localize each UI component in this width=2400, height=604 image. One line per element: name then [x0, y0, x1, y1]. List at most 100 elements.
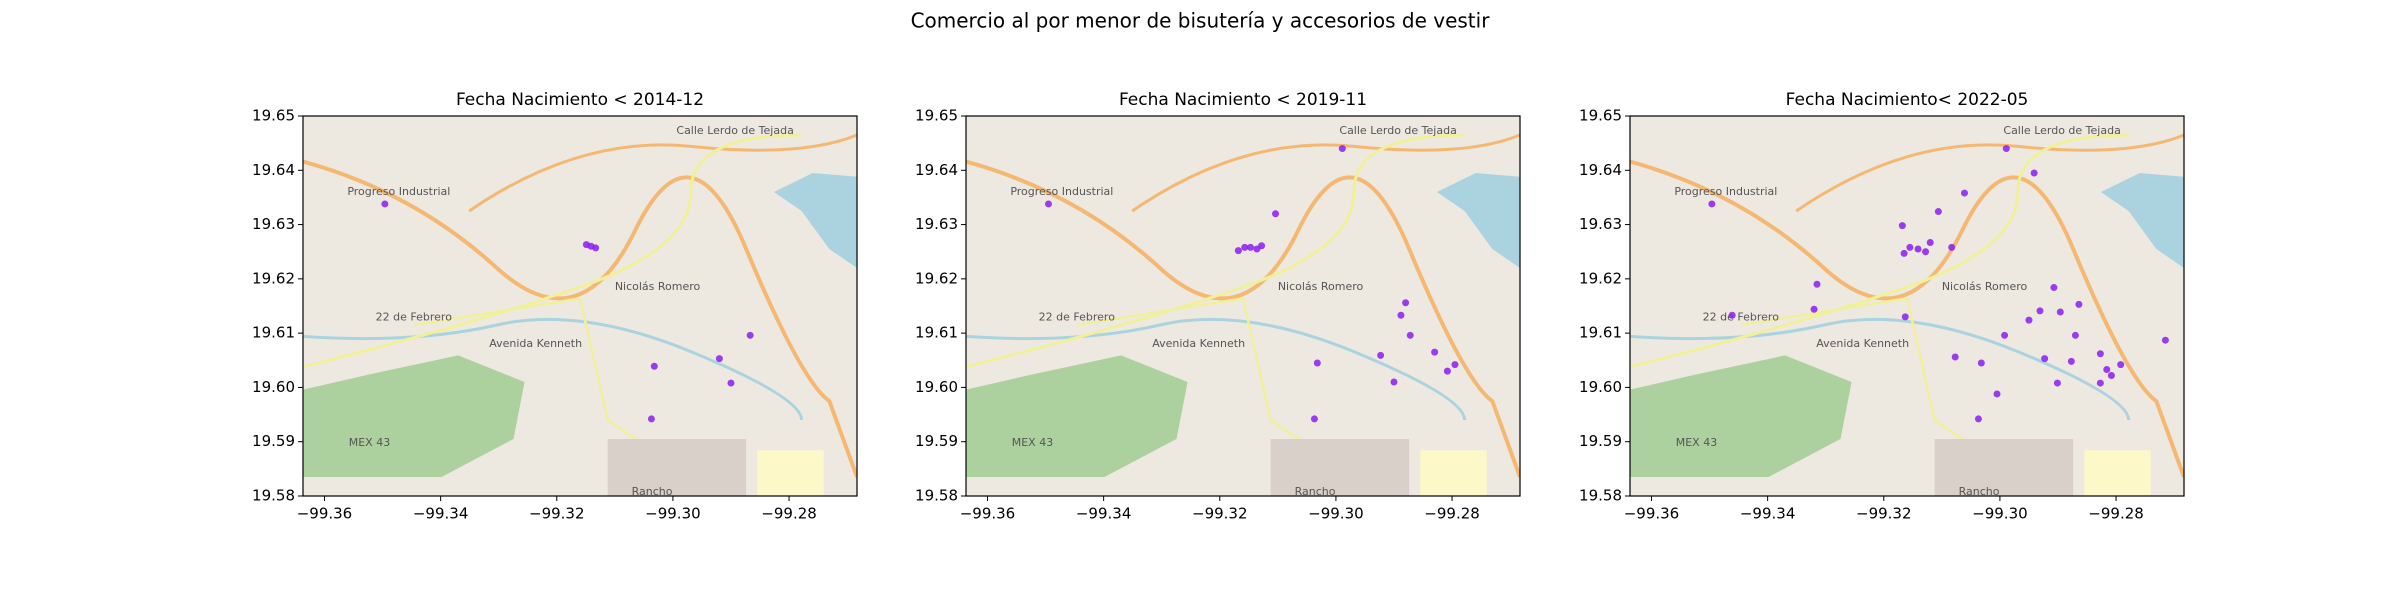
- axes-title: Fecha Nacimiento < 2019-11: [1119, 90, 1367, 110]
- map-urban: [1934, 439, 2074, 496]
- point: [2001, 331, 2009, 339]
- point: [1431, 348, 1439, 356]
- point: [2041, 355, 2049, 363]
- point: [582, 241, 590, 249]
- point: [1247, 243, 1255, 251]
- map-road: [1630, 159, 2184, 478]
- point: [2117, 361, 2125, 369]
- map-water: [773, 173, 857, 268]
- axes: Progreso Industrial Nicolás Romero 22 de F…: [1630, 116, 2184, 496]
- x-tick-label: −99.34: [1076, 505, 1132, 523]
- point: [1993, 390, 2001, 398]
- map-label: Calle Lerdo de Tejada: [676, 124, 793, 137]
- point: [1977, 359, 1985, 367]
- map-road: [303, 133, 802, 369]
- y-tick-label: 19.59: [915, 432, 958, 450]
- x-tick-label: −99.34: [1740, 505, 1796, 523]
- y-tick-label: 19.58: [915, 487, 958, 505]
- y-tick-label: 19.65: [915, 107, 958, 125]
- point: [2096, 350, 2104, 358]
- point: [1948, 243, 1956, 251]
- point: [2056, 308, 2064, 316]
- axes-frame: [1629, 115, 2185, 497]
- y-tick-label: 19.60: [252, 378, 295, 396]
- axes: Progreso Industrial Nicolás Romero 22 de F…: [303, 116, 857, 498]
- x-tick-label: −99.32: [1192, 505, 1248, 523]
- x-tick-label: −99.30: [1308, 505, 1364, 523]
- map-label: Calle Lerdo de Tejada: [1339, 124, 1456, 137]
- point: [1898, 222, 1906, 230]
- y-tick-label: 19.61: [915, 324, 958, 342]
- axes-frame: [965, 115, 1521, 497]
- y-tick-label: 19.58: [1579, 487, 1622, 505]
- x-tick-label: −99.28: [2088, 505, 2144, 523]
- point: [1390, 378, 1398, 386]
- map-label: MEX 43: [349, 436, 390, 449]
- map-road: [966, 159, 1520, 478]
- x-tick-label: −99.28: [1424, 505, 1480, 523]
- point: [1402, 299, 1410, 307]
- y-tick-label: 19.59: [252, 432, 295, 450]
- map-label: Progreso Industrial: [1674, 185, 1777, 198]
- point: [715, 355, 723, 363]
- point: [1951, 353, 1959, 361]
- x-tick-label: −99.30: [1972, 505, 2028, 523]
- axes: Progreso Industrial Nicolás Romero 22 de F…: [966, 116, 1520, 498]
- map-label: 22 de Febrero: [1703, 310, 1780, 323]
- y-tick-label: 19.59: [1579, 432, 1622, 450]
- point: [1313, 359, 1321, 367]
- point: [2053, 379, 2061, 387]
- map-label: Rancho: [1295, 485, 1336, 498]
- point: [647, 415, 655, 423]
- map-label: Progreso Industrial: [347, 185, 450, 198]
- map-urban: [607, 439, 747, 496]
- point: [2103, 366, 2111, 374]
- figure-title: Comercio al por menor de bisutería y acc…: [911, 9, 1491, 33]
- map-road: [1630, 133, 2129, 369]
- map-park: [1630, 355, 1852, 477]
- map-road: [468, 133, 857, 213]
- map-area: [757, 450, 824, 496]
- point: [1813, 280, 1821, 288]
- map-label: MEX 43: [1676, 436, 1717, 449]
- map-label: Calle Lerdo de Tejada: [2003, 124, 2120, 137]
- y-tick-label: 19.62: [915, 269, 958, 287]
- map-water: [2100, 173, 2184, 268]
- x-tick-label: −99.32: [1856, 505, 1912, 523]
- point: [1914, 245, 1922, 253]
- map-label: Nicolás Romero: [615, 280, 701, 293]
- point: [1960, 189, 1968, 197]
- y-tick-label: 19.60: [1579, 378, 1622, 396]
- point: [2161, 336, 2169, 344]
- map-river: [966, 317, 1467, 421]
- map-label: 22 de Febrero: [1039, 310, 1116, 323]
- point: [1234, 247, 1242, 255]
- point: [1397, 311, 1405, 319]
- map-label: Avenida Kenneth: [1816, 337, 1909, 350]
- point: [592, 244, 600, 252]
- x-tick-label: −99.32: [529, 505, 585, 523]
- point: [1708, 200, 1716, 208]
- point: [1906, 243, 1914, 251]
- map-urban: [1270, 439, 1410, 496]
- point: [1272, 210, 1280, 218]
- map-label: 22 de Febrero: [376, 310, 453, 323]
- y-tick-label: 19.64: [252, 161, 295, 179]
- point: [2002, 145, 2010, 153]
- map-label: Rancho: [632, 485, 673, 498]
- x-tick-label: −99.36: [297, 505, 353, 523]
- map-label: MEX 43: [1012, 436, 1053, 449]
- y-tick-label: 19.65: [252, 107, 295, 125]
- x-tick-label: −99.36: [960, 505, 1016, 523]
- axes-title: Fecha Nacimiento< 2022-05: [1786, 90, 2029, 110]
- point: [1310, 415, 1318, 423]
- point: [381, 200, 389, 208]
- point: [2025, 316, 2033, 324]
- point: [1451, 361, 1459, 369]
- map-road: [966, 133, 1465, 369]
- y-tick-label: 19.65: [1579, 107, 1622, 125]
- point: [2067, 357, 2075, 365]
- y-tick-label: 19.61: [252, 324, 295, 342]
- point: [2107, 371, 2115, 379]
